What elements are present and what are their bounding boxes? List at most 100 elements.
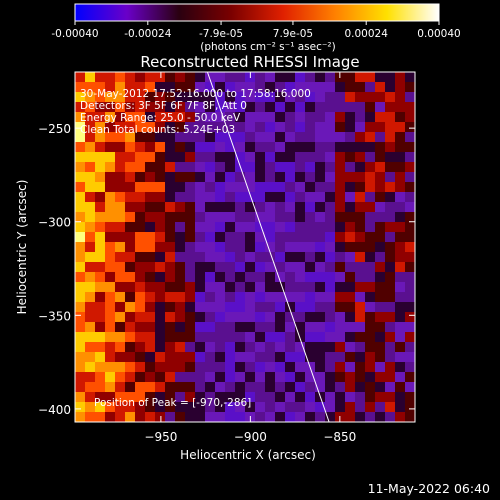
heatmap-cell bbox=[225, 302, 235, 312]
heatmap-cell bbox=[255, 362, 265, 372]
heatmap-cell bbox=[335, 322, 345, 332]
heatmap-cell bbox=[285, 152, 295, 162]
heatmap-cell bbox=[225, 292, 235, 302]
heatmap-cell bbox=[285, 332, 295, 342]
heatmap-cell bbox=[125, 162, 135, 172]
heatmap-cell bbox=[375, 242, 385, 252]
heatmap-cell bbox=[315, 212, 325, 222]
heatmap-cell bbox=[215, 112, 225, 122]
heatmap-cell bbox=[75, 162, 85, 172]
heatmap-cell bbox=[235, 252, 245, 262]
heatmap-cell bbox=[165, 252, 175, 262]
heatmap-cell bbox=[225, 262, 235, 272]
heatmap-cell bbox=[325, 272, 335, 282]
heatmap-cell bbox=[315, 332, 325, 342]
heatmap-cell bbox=[195, 202, 205, 212]
heatmap-cell bbox=[245, 292, 255, 302]
heatmap-cell bbox=[345, 252, 355, 262]
heatmap-cell bbox=[335, 272, 345, 282]
heatmap-cell bbox=[205, 252, 215, 262]
heatmap-cell bbox=[255, 262, 265, 272]
heatmap-cell bbox=[125, 292, 135, 302]
heatmap-cell bbox=[305, 322, 315, 332]
heatmap-cell bbox=[275, 162, 285, 172]
heatmap-cell bbox=[115, 212, 125, 222]
heatmap-cell bbox=[225, 72, 235, 82]
heatmap-cell bbox=[225, 92, 235, 102]
heatmap-cell bbox=[375, 92, 385, 102]
heatmap-cell bbox=[255, 122, 265, 132]
heatmap-cell bbox=[285, 292, 295, 302]
x-tick-label: −950 bbox=[144, 430, 177, 444]
heatmap-cell bbox=[315, 252, 325, 262]
heatmap-cell bbox=[195, 182, 205, 192]
x-axis-ticks: −950 −900 −850 bbox=[144, 72, 356, 444]
heatmap-cell bbox=[305, 252, 315, 262]
heatmap-cell bbox=[365, 122, 375, 132]
heatmap-cell bbox=[195, 112, 205, 122]
heatmap-cell bbox=[335, 82, 345, 92]
heatmap-cell bbox=[205, 242, 215, 252]
heatmap-cell bbox=[245, 222, 255, 232]
heatmap-cell bbox=[405, 392, 415, 402]
heatmap-cell bbox=[75, 192, 85, 202]
heatmap-cell bbox=[185, 112, 195, 122]
heatmap-cell bbox=[315, 352, 325, 362]
heatmap-cell bbox=[225, 232, 235, 242]
heatmap-cell bbox=[185, 92, 195, 102]
heatmap-cell bbox=[115, 272, 125, 282]
heatmap-cell bbox=[305, 292, 315, 302]
heatmap-cell bbox=[295, 242, 305, 252]
heatmap-cell bbox=[395, 412, 405, 422]
heatmap-cell bbox=[245, 282, 255, 292]
heatmap-cell bbox=[325, 292, 335, 302]
heatmap-cell bbox=[355, 312, 365, 322]
heatmap-cell bbox=[95, 72, 105, 82]
heatmap-cell bbox=[245, 152, 255, 162]
heatmap-cell bbox=[275, 412, 285, 422]
heatmap-cell bbox=[165, 142, 175, 152]
heatmap-cell bbox=[335, 392, 345, 402]
heatmap-cell bbox=[315, 82, 325, 92]
heatmap-cell bbox=[255, 192, 265, 202]
heatmap-cell bbox=[165, 112, 175, 122]
heatmap-cell bbox=[135, 352, 145, 362]
heatmap-cell bbox=[385, 262, 395, 272]
heatmap-cell bbox=[75, 102, 85, 112]
heatmap-cell bbox=[225, 152, 235, 162]
heatmap-cell bbox=[265, 262, 275, 272]
heatmap-cell bbox=[405, 72, 415, 82]
heatmap-cell bbox=[195, 142, 205, 152]
heatmap-cell bbox=[195, 312, 205, 322]
heatmap-cell bbox=[335, 332, 345, 342]
heatmap-cell bbox=[345, 272, 355, 282]
heatmap-cell bbox=[275, 392, 285, 402]
heatmap-cell bbox=[405, 82, 415, 92]
heatmap-cell bbox=[185, 352, 195, 362]
heatmap-cell bbox=[275, 212, 285, 222]
heatmap-cell bbox=[105, 232, 115, 242]
heatmap-cell bbox=[315, 362, 325, 372]
heatmap-cell bbox=[395, 92, 405, 102]
heatmap-cell bbox=[95, 352, 105, 362]
heatmap-cell bbox=[325, 332, 335, 342]
heatmap-cell bbox=[375, 202, 385, 212]
heatmap-cell bbox=[215, 292, 225, 302]
heatmap-cell bbox=[75, 132, 85, 142]
heatmap-cell bbox=[225, 112, 235, 122]
heatmap-cell bbox=[295, 362, 305, 372]
heatmap-cell bbox=[255, 302, 265, 312]
heatmap-cell bbox=[235, 82, 245, 92]
heatmap-cell bbox=[335, 312, 345, 322]
heatmap-cell bbox=[95, 282, 105, 292]
heatmap-cell bbox=[175, 312, 185, 322]
heatmap-cell bbox=[205, 102, 215, 112]
heatmap-cell bbox=[405, 102, 415, 112]
heatmap-cell bbox=[75, 142, 85, 152]
heatmap-cell bbox=[145, 382, 155, 392]
heatmap-cell bbox=[365, 342, 375, 352]
heatmap-cell bbox=[165, 242, 175, 252]
heatmap-cell bbox=[315, 232, 325, 242]
heatmap-cell bbox=[175, 362, 185, 372]
heatmap-cell bbox=[365, 112, 375, 122]
